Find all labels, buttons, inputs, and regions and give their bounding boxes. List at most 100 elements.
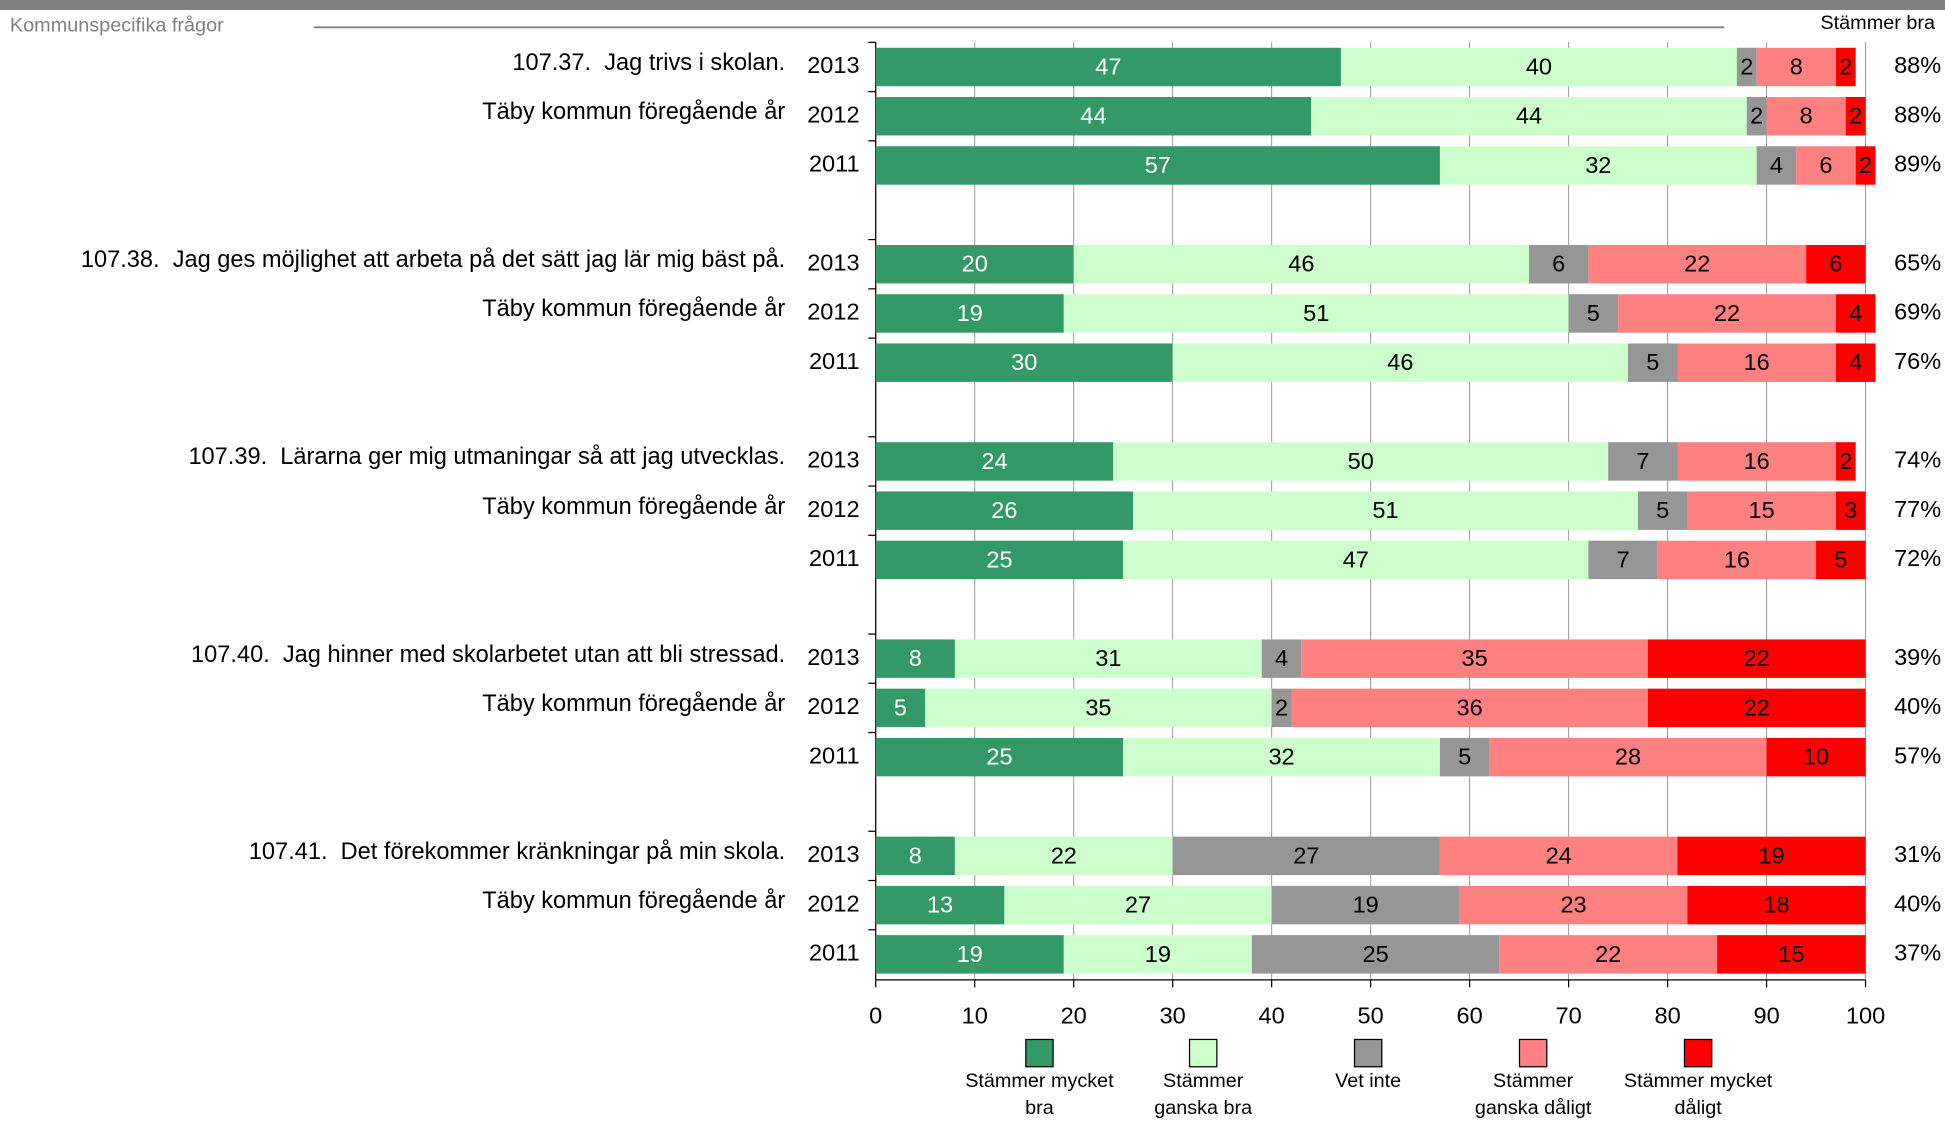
row-label: Täby kommun föregående år	[482, 887, 786, 914]
segment-label: 4	[1770, 152, 1783, 178]
plot: Kommunspecifika frågor Stämmer bra 0 10 20…	[10, 12, 1941, 1068]
bar-segment	[875, 491, 1134, 530]
segment-label: 47	[1343, 546, 1369, 572]
year-label: 2013	[807, 249, 859, 275]
segment-label: 35	[1461, 645, 1487, 671]
row-label: 107.41. Det förekommer kränkningar på mi…	[248, 838, 786, 865]
bar-segment	[875, 47, 1341, 87]
bar-segment	[1271, 688, 1292, 728]
segment-label: 27	[1293, 842, 1319, 868]
segment-label: 31	[1095, 645, 1121, 671]
bar-segment	[1687, 491, 1836, 530]
segment-label: 19	[1145, 941, 1171, 967]
segment-label: 16	[1724, 546, 1750, 572]
segment-label: 16	[1744, 349, 1770, 375]
bar-segment	[1311, 96, 1747, 136]
segment-label: 35	[1085, 694, 1111, 720]
x-tick-label: 50	[1358, 1002, 1384, 1028]
segment-label: 6	[1819, 152, 1832, 178]
segment-label: 19	[957, 300, 983, 326]
segment-label: 7	[1636, 448, 1649, 474]
bar-segment	[1439, 146, 1757, 185]
year-label: 2012	[807, 299, 859, 325]
segment-label: 57	[1145, 152, 1171, 178]
segment-label: 25	[986, 546, 1012, 572]
x-tick-label: 20	[1061, 1002, 1087, 1028]
segment-label: 47	[1095, 53, 1121, 79]
bar-segment	[875, 737, 1124, 777]
bar-segment	[1113, 442, 1609, 481]
bar-segment	[1291, 688, 1648, 728]
bar-segment	[1489, 737, 1767, 777]
bar-segment	[1608, 442, 1678, 481]
segment-label: 2	[1849, 103, 1862, 129]
bar-segment	[1133, 491, 1638, 530]
segment-label: 32	[1268, 744, 1294, 770]
bar-segment	[1756, 146, 1797, 185]
year-label: 2012	[807, 890, 859, 916]
segment-label: 4	[1275, 645, 1288, 671]
segment-label: 51	[1372, 497, 1398, 523]
bar-segment	[925, 688, 1272, 728]
legend-swatch	[1353, 1038, 1383, 1068]
total-label: 69%	[1894, 299, 1941, 325]
bar-segment	[1677, 442, 1836, 481]
bar-segment	[1677, 836, 1866, 876]
bar-segment	[1271, 885, 1460, 925]
bar-segment	[1835, 491, 1866, 530]
legend-label: Vet inte	[1335, 1069, 1402, 1092]
segment-label: 2	[1839, 448, 1852, 474]
segment-label: 22	[1744, 645, 1770, 671]
segment-label: 5	[1587, 300, 1600, 326]
segment-label: 7	[1616, 546, 1629, 572]
bar-segment	[1835, 47, 1856, 87]
bar-segment	[875, 540, 1124, 580]
year-label: 2011	[809, 940, 860, 966]
x-tick-label: 70	[1556, 1002, 1582, 1028]
segment-label: 8	[909, 842, 922, 868]
bar-segment	[875, 688, 926, 728]
bar-segment	[875, 442, 1114, 481]
bar-segment	[1637, 491, 1688, 530]
segment-label: 22	[1714, 300, 1740, 326]
total-label: 39%	[1894, 644, 1941, 670]
total-label: 40%	[1894, 890, 1941, 916]
legend-label: Stämmer mycket dåligt	[1623, 1069, 1773, 1119]
segment-label: 5	[894, 694, 907, 720]
bar-segment	[1123, 540, 1589, 580]
year-label: 2013	[807, 52, 859, 78]
segment-label: 51	[1303, 300, 1329, 326]
segment-label: 24	[981, 448, 1007, 474]
total-label: 57%	[1894, 742, 1941, 768]
bar-segment	[1736, 47, 1757, 87]
bar-segment	[1816, 540, 1866, 580]
bar-segment	[1687, 885, 1866, 925]
bar-segment	[1172, 343, 1629, 382]
total-label: 88%	[1894, 101, 1941, 127]
top-band	[0, 0, 1945, 10]
x-tick-label: 60	[1457, 1002, 1483, 1028]
segment-label: 3	[1844, 497, 1857, 523]
year-label: 2012	[807, 101, 859, 127]
bar-segment	[1746, 96, 1767, 136]
segment-label: 22	[1744, 694, 1770, 720]
bar-segment	[1628, 343, 1678, 382]
bar-segment	[1618, 294, 1836, 333]
bar-segment	[1766, 96, 1846, 136]
row-label: 107.40. Jag hinner med skolarbetet utan …	[191, 641, 786, 668]
segment-label: 15	[1778, 941, 1804, 967]
segment-label: 44	[1080, 103, 1106, 129]
segment-label: 30	[1011, 349, 1037, 375]
segment-label: 8	[909, 645, 922, 671]
segment-label: 19	[1353, 892, 1379, 918]
legend-swatch	[1188, 1038, 1218, 1068]
bar-segment	[1717, 935, 1866, 974]
bar-segment	[1004, 885, 1272, 925]
total-label: 89%	[1894, 151, 1941, 177]
x-tick-label: 80	[1654, 1002, 1680, 1028]
total-label: 65%	[1894, 249, 1941, 275]
segment-label: 6	[1829, 251, 1842, 277]
segment-label: 8	[1800, 103, 1813, 129]
bar-segment	[1835, 442, 1856, 481]
bar-segment	[875, 96, 1312, 136]
